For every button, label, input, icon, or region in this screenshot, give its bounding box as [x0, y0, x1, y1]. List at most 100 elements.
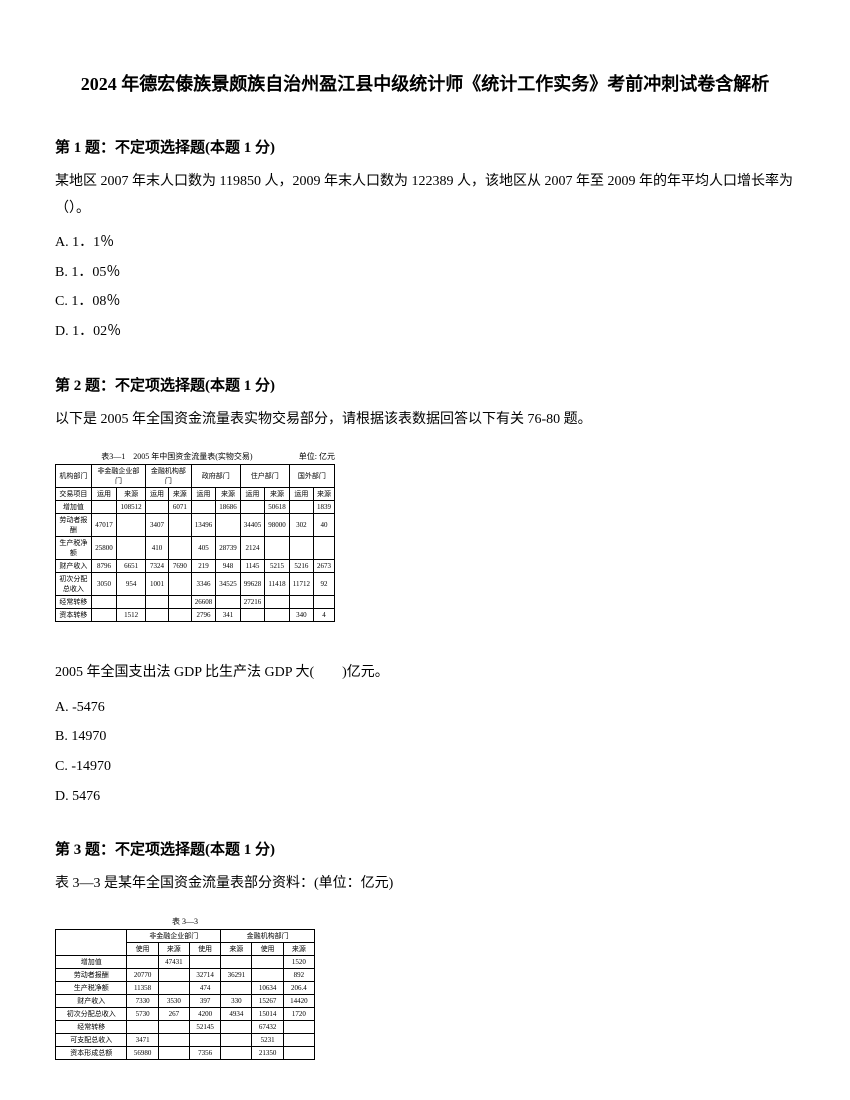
table-cell: 4 — [313, 609, 334, 622]
table-row: 劳动者报酬 47017 3407 13496 34405 98000 302 4… — [56, 514, 335, 537]
table-row: 经常转移 26608 27216 — [56, 596, 335, 609]
table-cell: 来源 — [216, 488, 241, 501]
table-cell — [216, 514, 241, 537]
q3-table: 表 3—3 非金融企业部门 金融机构部门 使用 来源 使用 来源 使用 来源 增… — [55, 916, 315, 1060]
table-cell: 7690 — [168, 560, 191, 573]
table-cell: 27216 — [240, 596, 265, 609]
table-cell: 92 — [313, 573, 334, 596]
table-cell — [158, 1046, 189, 1059]
table-cell: 7356 — [189, 1046, 220, 1059]
table-cell: 32714 — [189, 968, 220, 981]
q2-option-b: B. 14970 — [55, 724, 795, 751]
table-cell — [168, 609, 191, 622]
table-cell: 34405 — [240, 514, 265, 537]
table-cell: 初次分配总收入 — [56, 1007, 127, 1020]
table-cell: 206.4 — [283, 981, 314, 994]
table-cell: 劳动者报酬 — [56, 514, 92, 537]
table-cell: 410 — [146, 537, 169, 560]
table-cell — [158, 1020, 189, 1033]
table-cell — [168, 573, 191, 596]
table-cell — [158, 1033, 189, 1046]
table-cell: 1001 — [146, 573, 169, 596]
table-cell: 52145 — [189, 1020, 220, 1033]
table-row: 财产收入 8796 6651 7324 7690 219 948 1145 52… — [56, 560, 335, 573]
table-cell — [168, 514, 191, 537]
table-cell: 474 — [189, 981, 220, 994]
table-cell — [240, 501, 265, 514]
table-cell — [289, 501, 313, 514]
table-cell — [91, 596, 116, 609]
q3-table-caption: 表 3—3 — [55, 916, 315, 927]
table-cell — [289, 537, 313, 560]
table-cell: 来源 — [283, 942, 314, 955]
table-cell: 405 — [191, 537, 216, 560]
table-cell: 1512 — [117, 609, 146, 622]
table-cell — [265, 596, 290, 609]
table-cell — [221, 981, 252, 994]
table-row: 资本形成总额 56980 7356 21350 — [56, 1046, 315, 1059]
table-cell: 来源 — [117, 488, 146, 501]
table-cell — [191, 501, 216, 514]
table-cell: 非金融企业部门 — [91, 465, 145, 488]
table-cell — [221, 1033, 252, 1046]
table-cell: 增加值 — [56, 501, 92, 514]
q2-table-caption: 表3—1 2005 年中国资金流量表(实物交易) — [101, 451, 252, 462]
table-cell: 98000 — [265, 514, 290, 537]
table-cell — [189, 955, 220, 968]
q2-option-a: A. -5476 — [55, 695, 795, 722]
table-cell: 948 — [216, 560, 241, 573]
table-cell: 5730 — [127, 1007, 158, 1020]
table-cell: 运用 — [240, 488, 265, 501]
table-cell: 交易项目 — [56, 488, 92, 501]
table-cell — [265, 537, 290, 560]
table-cell — [117, 514, 146, 537]
table-cell: 10634 — [252, 981, 283, 994]
table-cell — [221, 1046, 252, 1059]
table-cell: 5215 — [265, 560, 290, 573]
q2-text: 以下是 2005 年全国资金流量表实物交易部分，请根据该表数据回答以下有关 76… — [55, 407, 795, 434]
table-cell: 金融机构部门 — [146, 465, 192, 488]
table-row: 生产税净额 11358 474 10634 206.4 — [56, 981, 315, 994]
q3-text: 表 3—3 是某年全国资金流量表部分资料：(单位：亿元) — [55, 871, 795, 898]
table-cell: 增加值 — [56, 955, 127, 968]
q3-header: 第 3 题：不定项选择题(本题 1 分) — [55, 838, 795, 859]
table-cell: 892 — [283, 968, 314, 981]
table-cell — [221, 1020, 252, 1033]
q2-table-unit: 单位: 亿元 — [299, 451, 335, 462]
table-cell — [127, 1020, 158, 1033]
table-cell — [146, 609, 169, 622]
table-cell: 4934 — [221, 1007, 252, 1020]
table-cell: 7330 — [127, 994, 158, 1007]
table-cell: 运用 — [91, 488, 116, 501]
table-cell: 2796 — [191, 609, 216, 622]
q1-header: 第 1 题：不定项选择题(本题 1 分) — [55, 136, 795, 157]
table-row: 经常转移 52145 67432 — [56, 1020, 315, 1033]
table-cell — [216, 596, 241, 609]
table-cell — [146, 596, 169, 609]
table-cell: 302 — [289, 514, 313, 537]
table-cell: 5216 — [289, 560, 313, 573]
table-cell: 20770 — [127, 968, 158, 981]
q2-table: 机构部门 非金融企业部门 金融机构部门 政府部门 住户部门 国外部门 交易项目 … — [55, 464, 335, 622]
table-cell: 18686 — [216, 501, 241, 514]
table-cell — [91, 501, 116, 514]
q2-header: 第 2 题：不定项选择题(本题 1 分) — [55, 374, 795, 395]
table-cell: 1520 — [283, 955, 314, 968]
table-cell — [168, 537, 191, 560]
table-cell: 340 — [289, 609, 313, 622]
table-cell — [289, 596, 313, 609]
table-cell: 11358 — [127, 981, 158, 994]
table-cell: 34525 — [216, 573, 241, 596]
table-cell: 资本转移 — [56, 609, 92, 622]
table-cell — [158, 981, 189, 994]
table-cell: 8796 — [91, 560, 116, 573]
table-cell: 3050 — [91, 573, 116, 596]
table-row: 初次分配总收入 3050 954 1001 3346 34525 99628 1… — [56, 573, 335, 596]
table-cell — [313, 537, 334, 560]
table-cell: 金融机构部门 — [221, 929, 315, 942]
table-cell — [91, 609, 116, 622]
table-cell: 生产税净额 — [56, 981, 127, 994]
table-cell: 资本形成总额 — [56, 1046, 127, 1059]
table-cell: 2124 — [240, 537, 265, 560]
table-cell: 14420 — [283, 994, 314, 1007]
